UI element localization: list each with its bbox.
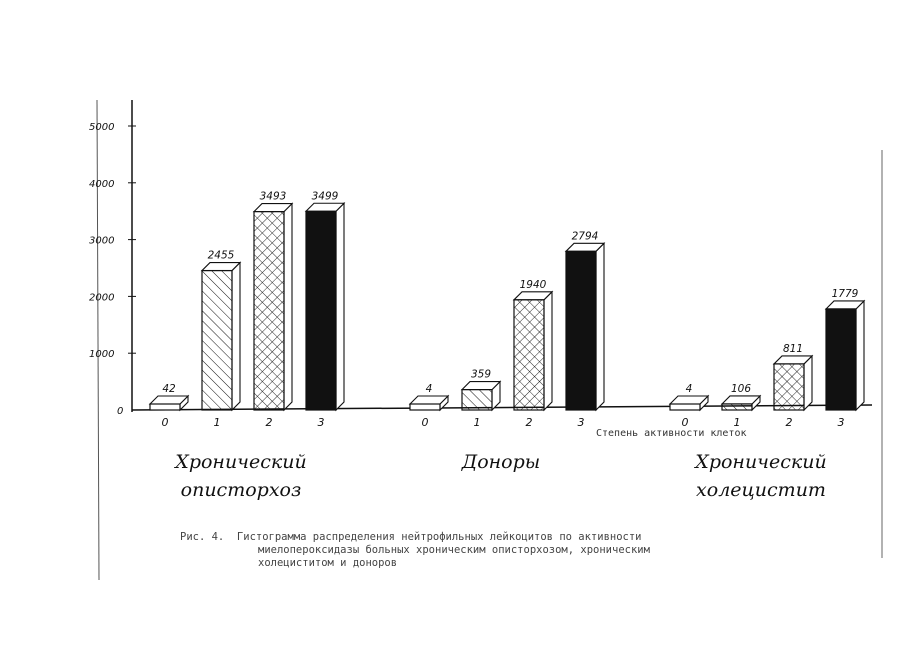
bar-side-face [855,299,865,412]
y-tick-label: 4000 [89,179,114,190]
bar [720,394,762,412]
group-label: Хронический [173,451,306,473]
value-label: 1940 [520,279,547,291]
bar [148,394,190,412]
bar-side-face [283,202,293,412]
category-label: 1 [474,416,481,429]
bar-front-face [201,269,233,411]
bar-side-face [595,241,605,412]
bar-front-face [721,403,753,411]
value-label: 4 [426,383,433,395]
value-label: 1779 [832,288,859,300]
value-label: 42 [162,383,176,395]
bar-front-face [773,363,805,411]
bar [564,241,606,412]
value-label: 4 [686,383,693,395]
caption-prefix: Рис. 4. [180,531,225,543]
page-edge-left [96,99,100,581]
bar-front-face [669,403,701,411]
y-tick-label: 5000 [89,122,114,133]
x-axis-title: Степень активности клеток [596,428,747,439]
y-tick-label: 0 [117,406,123,417]
bar-front-face [825,308,857,411]
value-label: 811 [783,343,803,355]
y-tick-label: 1000 [89,349,114,360]
figure-caption: Рис. 4. Гистограмма распределения нейтро… [180,531,780,570]
bar [512,290,554,412]
bar [772,354,814,412]
bar [200,261,242,412]
bar-side-face [543,290,553,412]
value-label: 359 [471,369,491,381]
category-label: 2 [526,416,533,429]
bar-side-face [231,261,241,412]
bar-side-face [803,354,813,412]
bar [252,202,294,412]
category-label: 2 [266,416,273,429]
bars [148,201,866,412]
category-label: 0 [682,416,689,429]
x-axis [131,404,873,411]
bar-front-face [461,389,493,411]
group-label: Доноры [461,451,540,473]
bar-front-face [513,299,545,411]
group-label: Хронический [693,451,826,473]
bar-front-face [253,210,285,411]
category-label: 3 [838,416,845,429]
group-label: холецистит [696,479,826,501]
caption-line-2: миелопероксидазы больных хроническим опи… [258,544,650,556]
labels: 420245513493234993Хроническийописторхоз4… [162,190,859,501]
bar-front-face [149,403,181,411]
value-label: 3493 [260,191,287,203]
group-label: описторхоз [181,479,302,501]
value-label: 106 [731,383,751,395]
value-label: 3499 [312,190,339,202]
category-label: 0 [162,416,169,429]
category-label: 1 [214,416,221,429]
caption-line-1: Гистограмма распределения нейтрофильных … [236,531,642,543]
bar-front-face [305,210,337,411]
bar [304,201,346,412]
bar [408,394,450,412]
bar [460,380,502,412]
bar [824,299,866,412]
caption-line-3: холециститом и доноров [258,557,398,569]
category-label: 3 [318,416,325,429]
bar-side-face [335,201,345,412]
value-label: 2455 [208,250,235,262]
bar-front-face [409,403,441,411]
value-label: 2794 [572,230,599,242]
category-label: 1 [734,416,741,429]
y-ticks: 0 1000 2000 3000 4000 5000 [89,122,136,417]
category-label: 0 [422,416,429,429]
category-label: 2 [786,416,793,429]
category-label: 3 [578,416,585,429]
bar [668,394,710,412]
bar-front-face [565,250,597,411]
y-tick-label: 2000 [89,292,114,303]
y-tick-label: 3000 [89,236,114,247]
